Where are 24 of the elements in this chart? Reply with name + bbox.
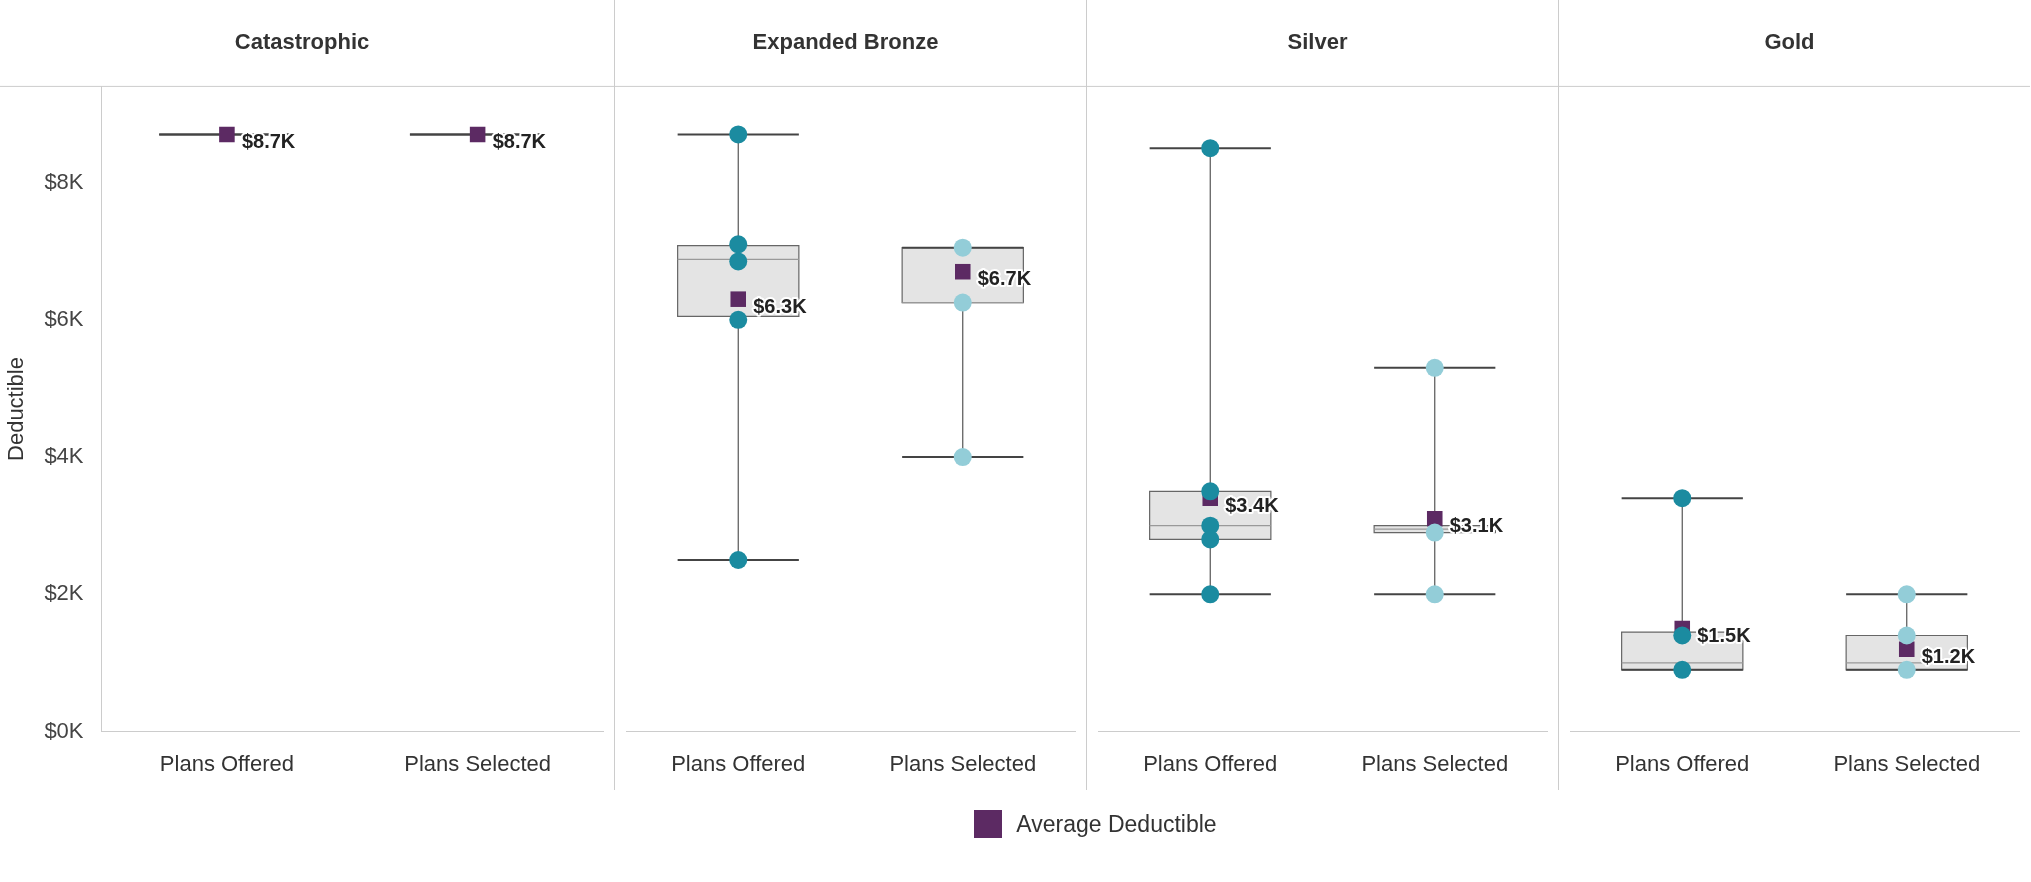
x-tick-label: Plans Selected xyxy=(889,750,1037,776)
y-tick-label: $8K xyxy=(44,168,84,194)
data-label: $1.5K xyxy=(1697,624,1752,647)
data-label: $8.7K xyxy=(492,129,547,152)
legend-label: Average Deductible xyxy=(1016,810,1217,838)
y-axis-title: Deductible xyxy=(3,357,29,461)
x-tick-label: Plans Selected xyxy=(1361,750,1509,776)
y-tick-label: $4K xyxy=(44,443,84,469)
x-tick-label: Plans Offered xyxy=(1615,750,1750,776)
x-tick-label: Plans Offered xyxy=(671,750,806,776)
x-tick-label: Plans Selected xyxy=(1833,750,1981,776)
data-label: $6.3K xyxy=(753,294,808,317)
y-tick-label: $0K xyxy=(44,717,84,743)
chart-title: Silver xyxy=(1287,29,1348,55)
chart-title: Expanded Bronze xyxy=(752,29,939,55)
y-tick-label: $6K xyxy=(44,305,84,331)
x-tick-label: Plans Offered xyxy=(1143,750,1278,776)
chart-title: Catastrophic xyxy=(234,29,370,55)
data-label: $8.7K xyxy=(241,129,296,152)
x-tick-label: Plans Selected xyxy=(404,750,552,776)
data-label: $3.4K xyxy=(1225,493,1280,516)
chart-title: Gold xyxy=(1764,29,1815,55)
x-tick-label: Plans Offered xyxy=(159,750,294,776)
y-tick-label: $2K xyxy=(44,580,84,606)
